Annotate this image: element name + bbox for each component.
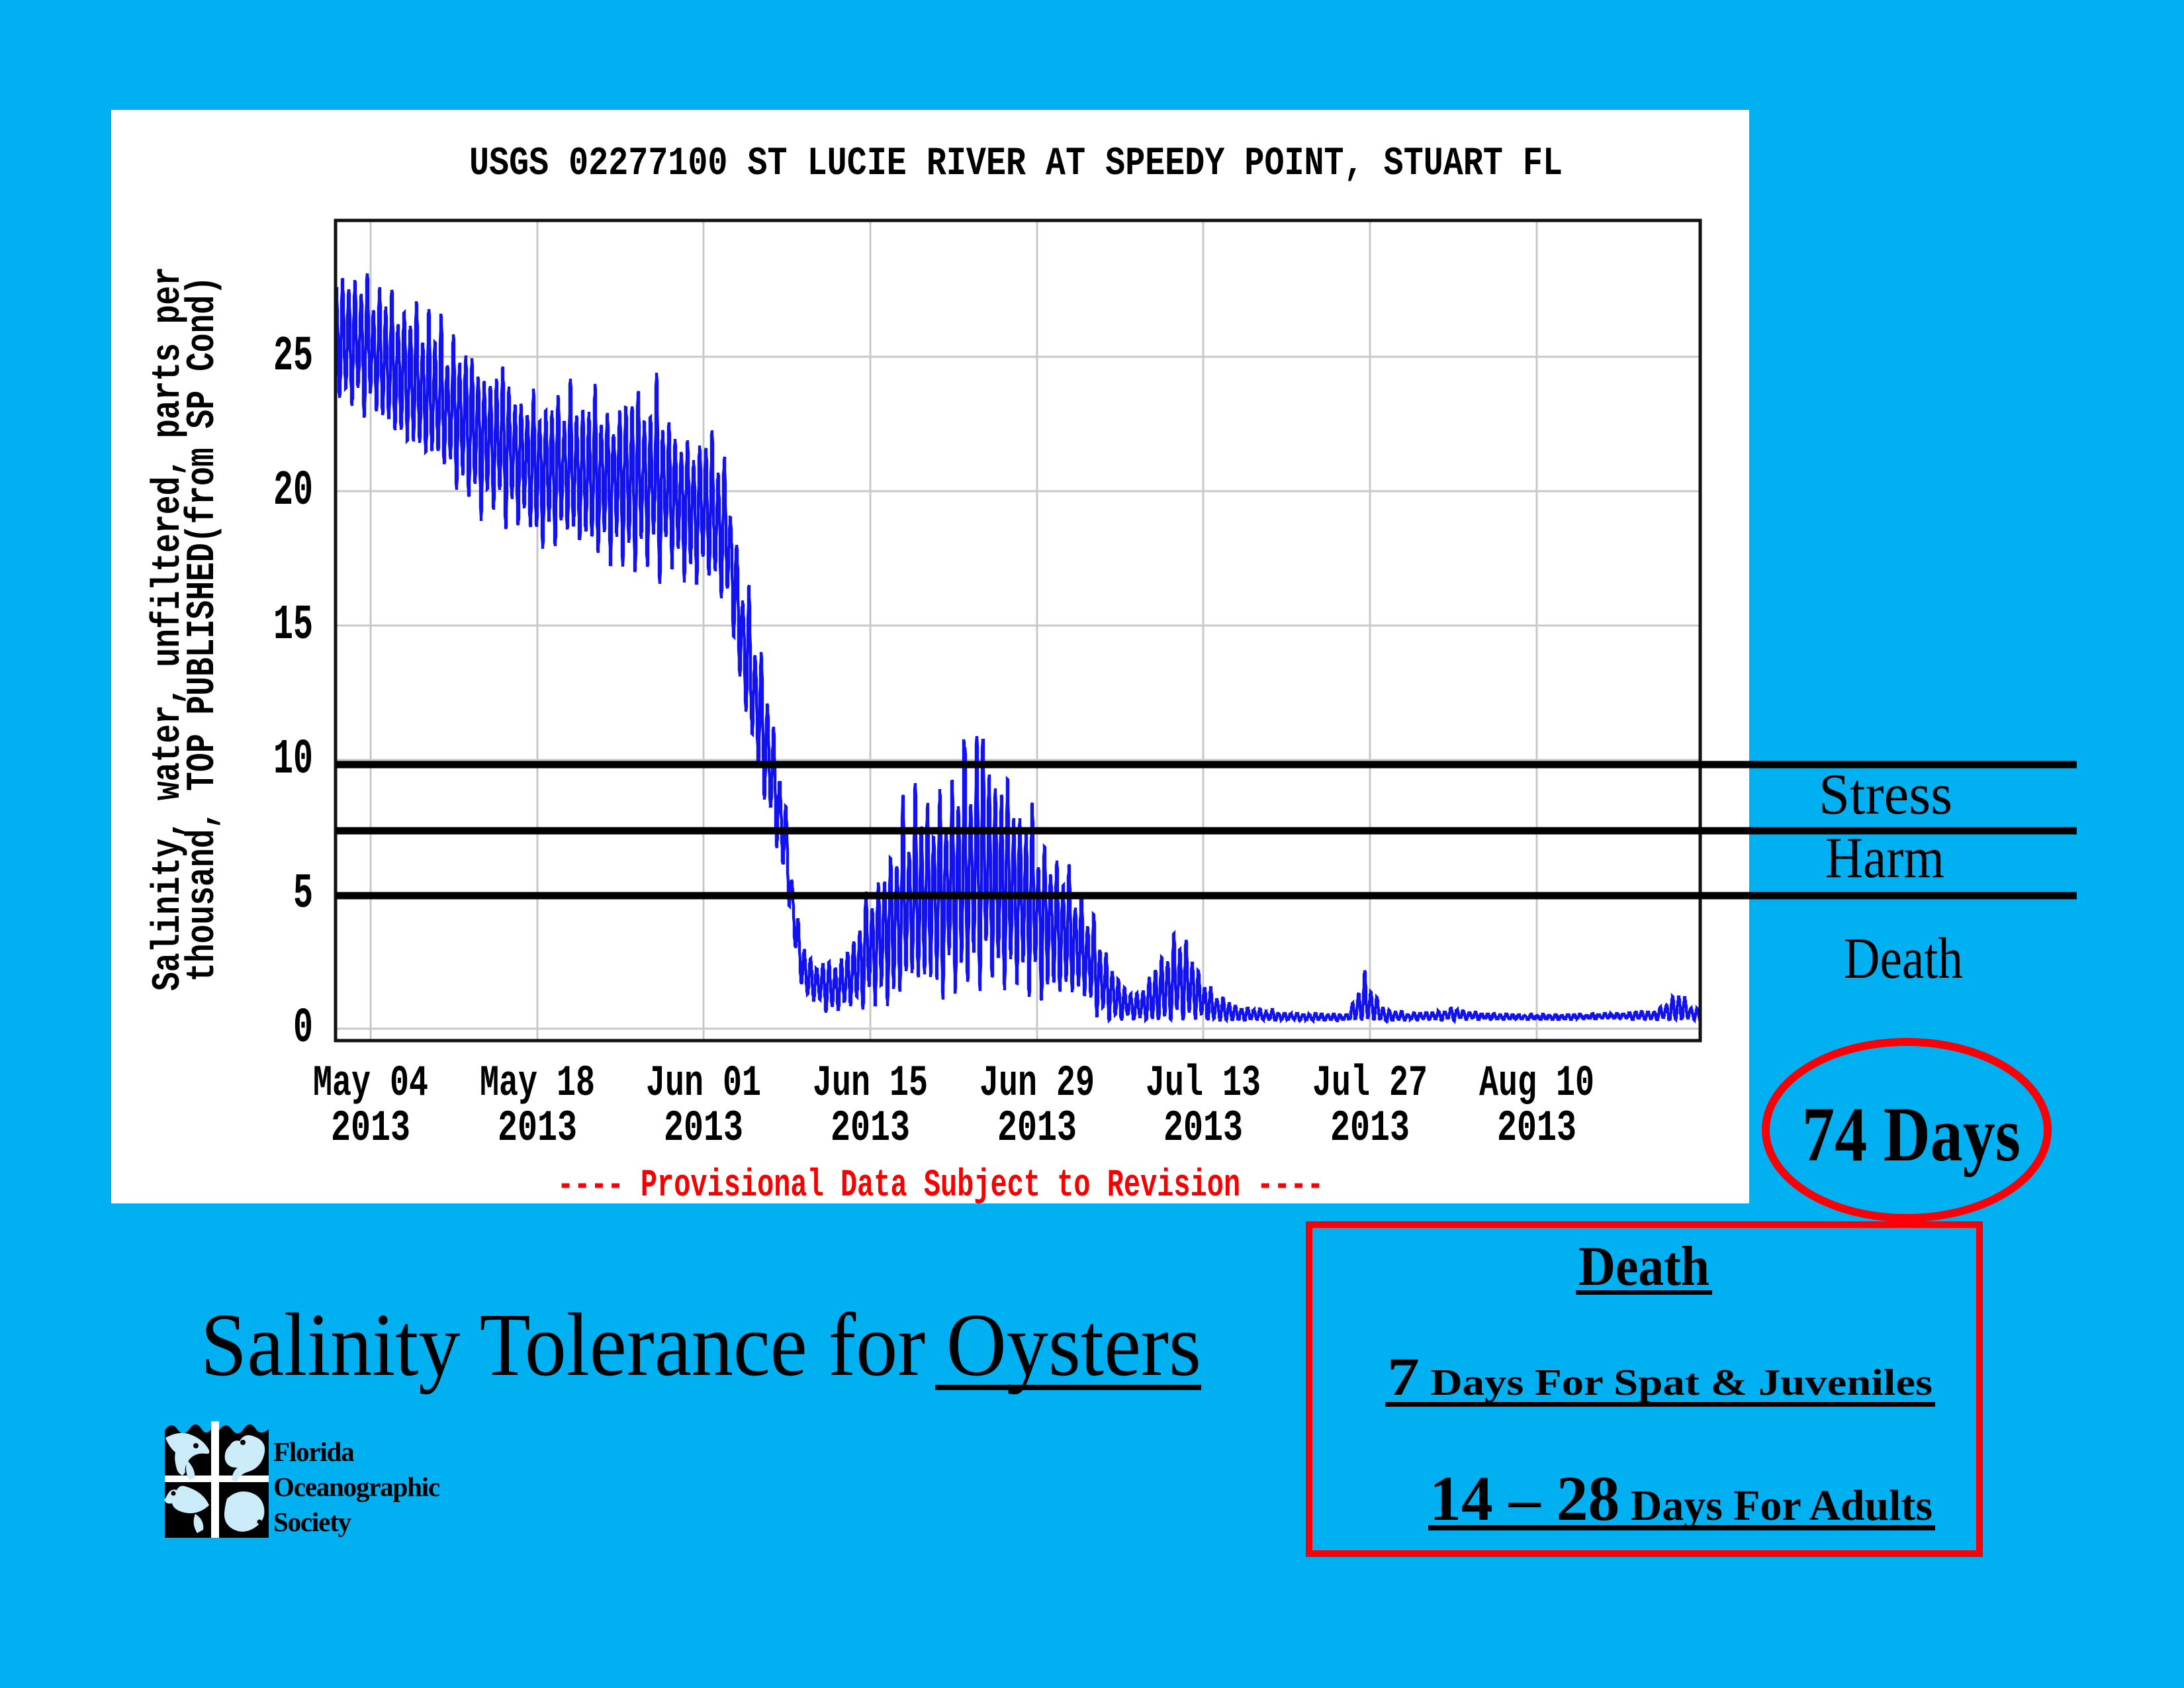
svg-text:2013: 2013 [831,1103,910,1153]
svg-text:thousand, TOP PUBLISHED(from S: thousand, TOP PUBLISHED(from SP Cond) [181,276,226,982]
svg-text:2013: 2013 [1330,1103,1410,1153]
svg-text:Oceanographic: Oceanographic [273,1472,440,1502]
svg-text:Jun 01: Jun 01 [646,1058,761,1108]
svg-text:25: 25 [273,329,313,385]
svg-text:2013: 2013 [1497,1103,1576,1153]
svg-text:20: 20 [273,463,313,519]
svg-text:Death: Death [1844,927,1963,991]
svg-text:Stress: Stress [1819,763,1952,827]
svg-text:Jul 27: Jul 27 [1312,1058,1428,1108]
svg-text:0: 0 [293,1001,313,1056]
svg-text:Jul 13: Jul 13 [1146,1058,1261,1108]
svg-text:May 18: May 18 [480,1058,595,1108]
svg-text:Death: Death [1578,1235,1709,1297]
svg-text:Jun 29: Jun 29 [979,1058,1095,1108]
svg-text:5: 5 [293,867,313,922]
svg-text:2013: 2013 [498,1103,577,1153]
svg-text:10: 10 [273,732,313,788]
svg-text:Society: Society [273,1507,352,1537]
svg-text:2013: 2013 [1163,1103,1243,1153]
svg-text:USGS 02277100 ST LUCIE RIVER A: USGS 02277100 ST LUCIE RIVER AT SPEEDY P… [469,142,1563,187]
svg-text:2013: 2013 [664,1103,743,1153]
svg-text:May 04: May 04 [313,1058,428,1108]
svg-text:2013: 2013 [331,1103,410,1153]
svg-text:2013: 2013 [997,1103,1077,1153]
svg-text:Salinity, water, unfiltered, p: Salinity, water, unfiltered, parts per [146,267,191,991]
svg-text:74 Days: 74 Days [1802,1091,2021,1178]
svg-text:15: 15 [273,598,313,653]
svg-text:Aug 10: Aug 10 [1479,1058,1594,1108]
svg-text:Salinity Tolerance for Oysters: Salinity Tolerance for Oysters [201,1295,1201,1395]
svg-text:---- Provisional Data Subject: ---- Provisional Data Subject to Revisio… [557,1164,1324,1207]
svg-text:Jun 15: Jun 15 [813,1058,928,1108]
svg-text:Florida: Florida [273,1436,354,1467]
svg-text:Harm: Harm [1825,826,1944,890]
